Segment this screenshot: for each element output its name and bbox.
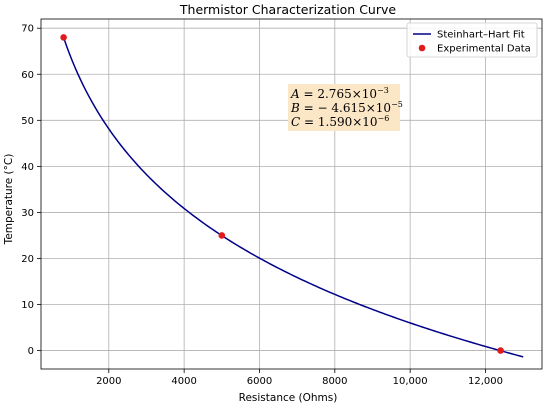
experimental-data-point (218, 232, 226, 239)
y-tick-label: 70 (21, 24, 34, 35)
annotation-line: C = 1.590×10−6 (291, 114, 389, 129)
y-tick-label: 50 (21, 116, 34, 127)
x-tick-label: 6000 (247, 376, 272, 387)
annotation-line: A = 2.765×10−3 (290, 86, 389, 101)
annotation-line: B = − 4.615×10−5 (290, 100, 403, 115)
experimental-data-point (60, 34, 67, 41)
chart-title: Thermistor Characterization Curve (179, 2, 397, 17)
x-tick-label: 8000 (322, 376, 347, 387)
plot-frame (40, 18, 543, 370)
legend: Steinhart–Hart Fit Experimental Data (406, 22, 538, 58)
legend-label-data: Experimental Data (437, 44, 531, 55)
experimental-data-point (497, 347, 504, 354)
legend-box (406, 22, 538, 58)
coefficients-annotation: A = 2.765×10−3B = − 4.615×10−5C = 1.590×… (288, 84, 403, 131)
legend-marker-swatch (418, 44, 426, 52)
grid-lines (41, 19, 542, 369)
y-tick-label: 20 (21, 254, 34, 265)
y-tick-label: 10 (21, 300, 34, 311)
x-tick-label: 2000 (96, 376, 121, 387)
x-tick-label: 10,000 (393, 376, 428, 387)
y-tick-label: 40 (21, 162, 34, 173)
y-axis-title: Temperature (°C) (3, 154, 15, 246)
annotation-box (288, 84, 400, 131)
plot-content (60, 34, 524, 358)
y-tick-label: 60 (21, 70, 34, 81)
x-axis-title: Resistance (Ohms) (239, 392, 338, 404)
legend-label-fit: Steinhart–Hart Fit (437, 30, 525, 41)
y-tick-label: 0 (28, 346, 34, 357)
x-tick-label: 12,000 (468, 376, 503, 387)
x-tick-label: 4000 (171, 376, 196, 387)
axis-ticks: 2000 4000 6000 8000 10,000 12,000 0 10 20 30 40 50 6… (21, 24, 503, 387)
fit-curve-line (62, 37, 524, 358)
y-tick-label: 30 (21, 208, 34, 219)
